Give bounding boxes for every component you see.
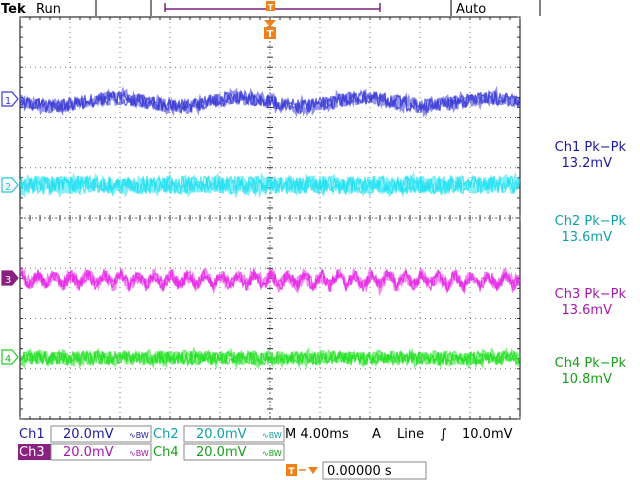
ch1-ground-marker-icon[interactable]: 1 [1,91,19,107]
ch1-scale[interactable]: 20.0mV [63,427,114,442]
ch4-name[interactable]: Ch4 [153,445,179,460]
ch1-bw-limit-icon: ∿BW [129,431,149,440]
ch2-ground-marker-label: 2 [5,182,11,193]
ch4-bw-limit-icon: ∿BW [262,449,282,458]
ch1-name[interactable]: Ch1 [19,427,45,442]
ch4-ground-marker-icon[interactable]: 4 [1,349,19,365]
ch1-waveform [19,85,521,118]
trigger-level[interactable]: 10.0mV [462,427,513,442]
measurement-ch2: Ch2 Pk−Pk 13.6mV [555,214,627,245]
ch2-ground-marker-icon[interactable]: 2 [1,177,19,193]
measurement-ch4: Ch4 Pk−Pk 10.8mV [555,356,627,387]
measurement-ch1: Ch1 Pk−Pk 13.2mV [555,140,627,171]
record-trigger-marker-label: T [268,3,274,12]
ch2-waveform-trace [20,174,520,196]
ch3-scale[interactable]: 20.0mV [63,445,114,460]
ch3-bw-limit-icon: ∿BW [129,449,149,458]
trigger-offset-marker-label: T [288,467,295,477]
ch3-waveform-trace [20,268,520,292]
trigger-type[interactable]: Line [397,427,424,442]
trigger-offset-value[interactable]: 0.00000 s [327,464,392,479]
ch3-waveform [19,266,521,297]
trigger-position-marker-icon[interactable]: T [264,20,276,40]
footer-readouts: Ch1 20.0mV ∿BW Ch2 20.0mV ∿BW M 4.00ms A… [18,425,513,480]
measurement-ch3-value: 13.6mV [561,303,612,318]
header-bar: Tek Run T Auto [1,0,541,17]
ch2-bw-limit-icon: ∿BW [262,431,282,440]
measurement-ch3: Ch3 Pk−Pk 13.6mV [555,287,627,318]
ch4-waveform-trace [20,348,520,368]
measurement-ch1-label: Ch1 Pk−Pk [555,140,627,155]
record-trigger-marker-icon: T [266,1,275,12]
measurement-ch1-value: 13.2mV [561,156,612,171]
ch2-name[interactable]: Ch2 [153,427,179,442]
trigger-source[interactable]: A [372,427,381,442]
ch2-scale[interactable]: 20.0mV [196,427,247,442]
trigger-offset-icon: T [286,464,318,477]
acquisition-state[interactable]: Run [36,2,61,17]
measurement-ch2-value: 13.6mV [561,230,612,245]
ch4-ground-marker-label: 4 [5,354,11,365]
waveforms [19,85,521,370]
ch1-waveform-trace [20,89,520,114]
ch1-ground-marker-label: 1 [5,96,11,107]
ch3-name[interactable]: Ch3 [19,445,45,460]
ch4-waveform [20,346,521,370]
ch3-ground-marker-label: 3 [5,275,11,286]
measurement-ch3-label: Ch3 Pk−Pk [555,287,627,302]
ch2-waveform [19,170,521,199]
ch3-ground-marker-icon[interactable]: 3 [1,270,19,286]
measurement-ch2-label: Ch2 Pk−Pk [555,214,627,229]
ch3-waveform-trace [19,266,521,297]
ch4-waveform-trace [20,349,520,367]
trigger-slope-icon: ∫ [440,427,447,442]
trigger-mode[interactable]: Auto [456,2,486,17]
measurement-ch4-value: 10.8mV [561,372,612,387]
timebase[interactable]: M 4.00ms [285,427,349,442]
ch4-scale[interactable]: 20.0mV [196,445,247,460]
brand-logo: Tek [1,2,26,17]
trigger-position-marker-label: T [267,29,274,40]
measurement-ch4-label: Ch4 Pk−Pk [555,356,627,371]
